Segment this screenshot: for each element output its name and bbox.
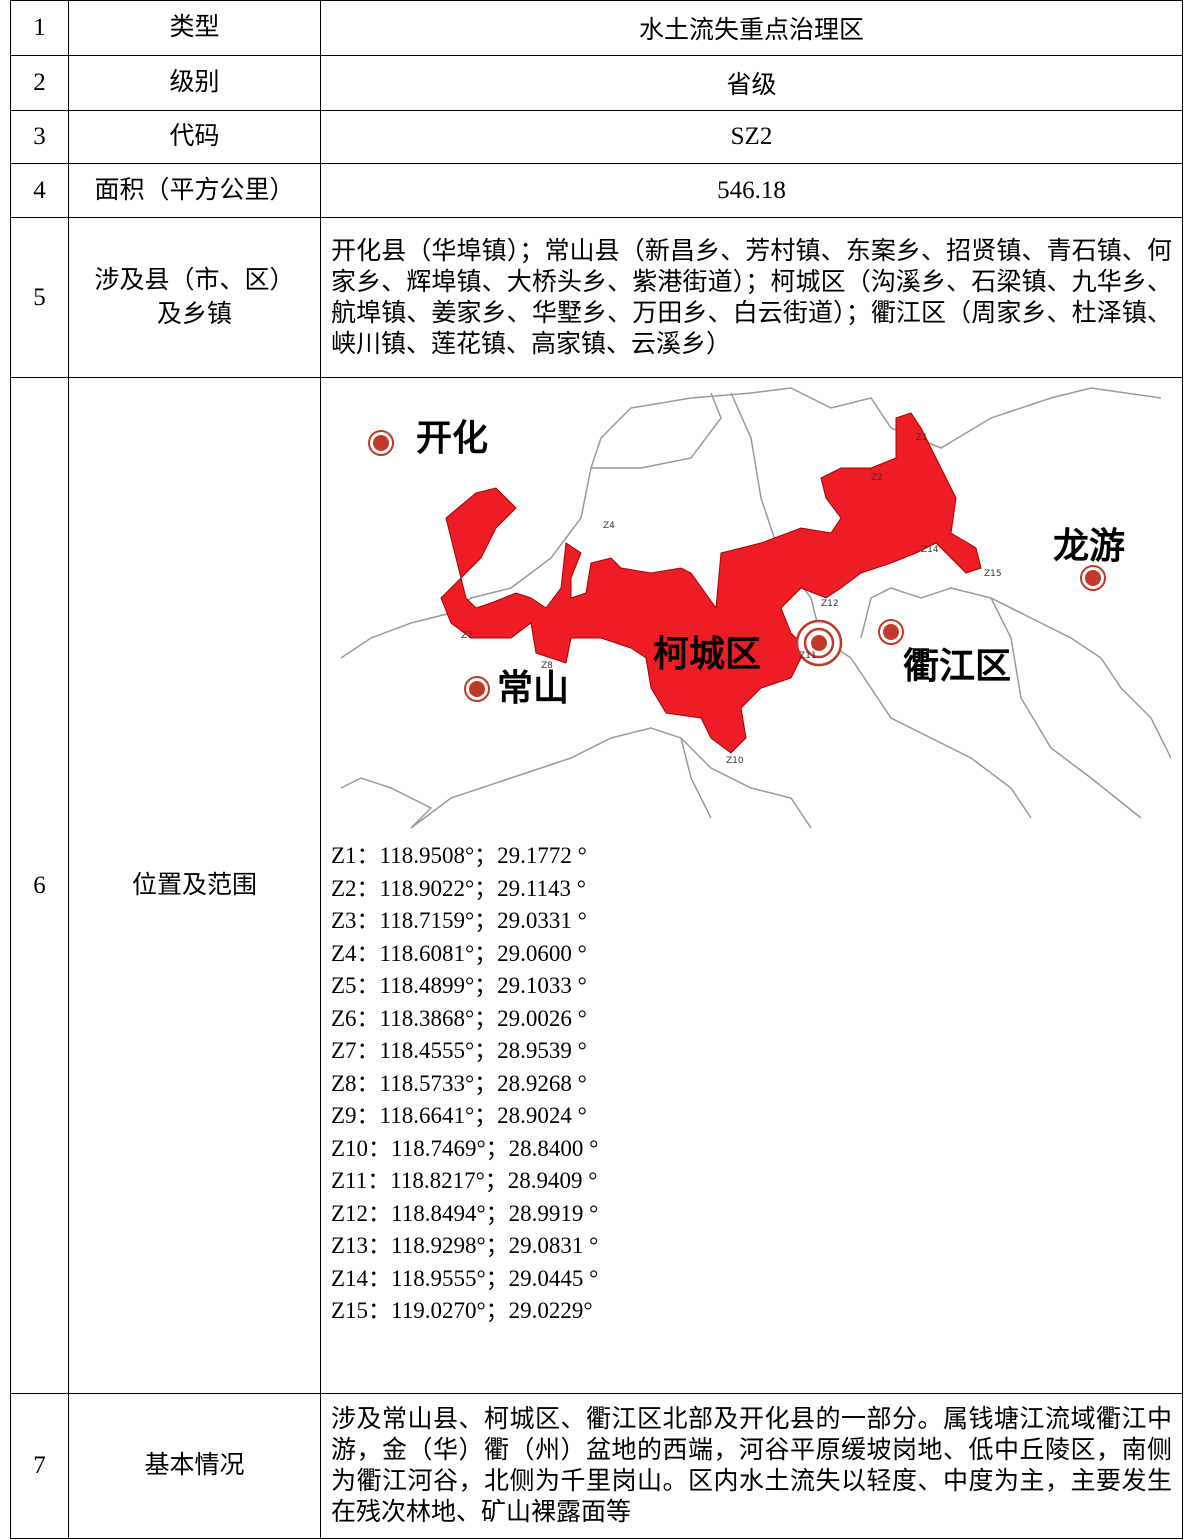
- table-row: 5 涉及县（市、区）及乡镇 开化县（华埠镇）；常山县（新昌乡、芳村镇、东案乡、招贤镇…: [10, 217, 1183, 378]
- coordinate: Z8：118.5733°；28.9268 °: [331, 1070, 587, 1096]
- table-row: 4 面积（平方公里） 546.18: [10, 163, 1183, 218]
- info-table: 1 类型 水土流失重点治理区 2 级别 省级 3 代码 SZ2 4 面积（平方公里） 546.18 5 涉…: [10, 0, 1183, 1539]
- coordinate: Z5：118.4899°；29.1033 °: [331, 973, 587, 998]
- row-name: 类型: [68, 0, 321, 56]
- table-row: 2 级别 省级: [10, 55, 1183, 111]
- row-name: 级别: [68, 55, 321, 111]
- row-number: 6: [10, 377, 69, 1394]
- coordinate: Z1：118.9508°；29.1772 °: [331, 843, 587, 868]
- coordinate-list: Z1：118.9508°；29.1772 ° Z2：118.9022°；29.11…: [331, 840, 1182, 1328]
- boundary-line: [730, 392, 822, 639]
- treatment-area: [440, 412, 982, 754]
- row-value: 涉及常山县、柯城区、衢江区北部及开化县的一部分。属钱塘江流域衢江中游，金（华）衢…: [320, 1393, 1183, 1539]
- coordinate: Z10：118.7469°；28.8400 °: [331, 1135, 599, 1161]
- point-label: Z8: [541, 661, 553, 671]
- place-label: 开化: [416, 418, 488, 459]
- point-label: Z2: [871, 473, 883, 483]
- point-label: Z14: [921, 545, 939, 555]
- coordinate: Z2：118.9022°；29.1143 °: [331, 875, 586, 901]
- boundary-line: [591, 392, 722, 469]
- table-row: 1 类型 水土流失重点治理区: [10, 0, 1183, 56]
- row-name: 基本情况: [68, 1393, 321, 1539]
- point-label: Z7: [461, 631, 473, 641]
- coordinate: Z9：118.6641°；28.9024 °: [331, 1103, 587, 1128]
- point-label: Z11: [799, 651, 817, 661]
- city-marker-dot: [1085, 570, 1101, 586]
- coordinate: Z4：118.6081°；29.0600 °: [331, 940, 587, 966]
- boundary-line: [340, 777, 433, 829]
- boundary-line: [340, 387, 792, 659]
- coordinate: Z11：118.8217°；28.9409 °: [331, 1168, 598, 1193]
- row-value: 水土流失重点治理区: [320, 0, 1183, 56]
- coordinate: Z3：118.7159°；29.0331 °: [331, 908, 587, 933]
- boundary-line: [860, 587, 1171, 759]
- table-row: 3 代码 SZ2: [10, 110, 1183, 164]
- row-number: 7: [10, 1393, 69, 1539]
- row-name: 面积（平方公里）: [68, 163, 321, 218]
- point-label: Z4: [603, 521, 615, 531]
- place-label: 柯城区: [653, 634, 761, 675]
- boundary-line: [790, 387, 1162, 449]
- boundary-line: [990, 597, 1142, 819]
- boundary-line: [680, 737, 712, 819]
- row-number: 2: [10, 55, 69, 111]
- point-label: Z15: [984, 569, 1002, 579]
- row-number: 3: [10, 110, 69, 164]
- place-label: 衢江区: [903, 646, 1011, 687]
- boundary-line: [820, 637, 1032, 819]
- row-value: 省级: [320, 55, 1183, 111]
- coordinate: Z14：118.9555°；29.0445 °: [331, 1265, 599, 1291]
- boundary-line: [410, 727, 812, 829]
- city-marker-dot: [373, 435, 389, 451]
- coordinate: Z6：118.3868°；29.0026 °: [331, 1005, 587, 1031]
- capital-marker-dot: [811, 635, 827, 651]
- row-number: 5: [10, 217, 69, 378]
- row-number: 4: [10, 163, 69, 218]
- row-name: 位置及范围: [68, 377, 321, 1394]
- city-marker-dot: [469, 681, 485, 697]
- point-label: Z10: [726, 756, 744, 766]
- row-name: 代码: [68, 110, 321, 164]
- row-value: 开化县（华埠镇）；常山县（新昌乡、芳村镇、东案乡、招贤镇、青石镇、何家乡、辉埠镇…: [320, 217, 1183, 378]
- table-row: 6 位置及范围 开化常山 柯城区 衢江区 龙游 Z1 Z2 Z4 Z7 Z8 Z10 Z11 Z12 Z14…: [10, 377, 1183, 1394]
- row-map-cell: 开化常山 柯城区 衢江区 龙游 Z1 Z2 Z4 Z7 Z8 Z10 Z11 Z12 Z14 Z15 Z1：…: [320, 377, 1183, 1394]
- coordinate: Z13：118.9298°；29.0831 °: [331, 1233, 599, 1258]
- row-name: 涉及县（市、区）及乡镇: [68, 217, 321, 378]
- row-number: 1: [10, 0, 69, 56]
- row-value: SZ2: [320, 110, 1183, 164]
- place-label: 龙游: [1053, 526, 1125, 567]
- row-value: 546.18: [320, 163, 1183, 218]
- point-label: Z12: [821, 599, 839, 609]
- place-label: 常山: [497, 668, 569, 709]
- coordinate: Z15：119.0270°；29.0229°: [331, 1298, 593, 1323]
- point-label: Z1: [916, 433, 928, 443]
- coordinate: Z7：118.4555°；28.9539 °: [331, 1038, 587, 1063]
- city-marker-dot: [883, 624, 899, 640]
- table-row: 7 基本情况 涉及常山县、柯城区、衢江区北部及开化县的一部分。属钱塘江流域衢江中游，…: [10, 1393, 1183, 1539]
- coordinate: Z12：118.8494°；28.9919 °: [331, 1200, 599, 1226]
